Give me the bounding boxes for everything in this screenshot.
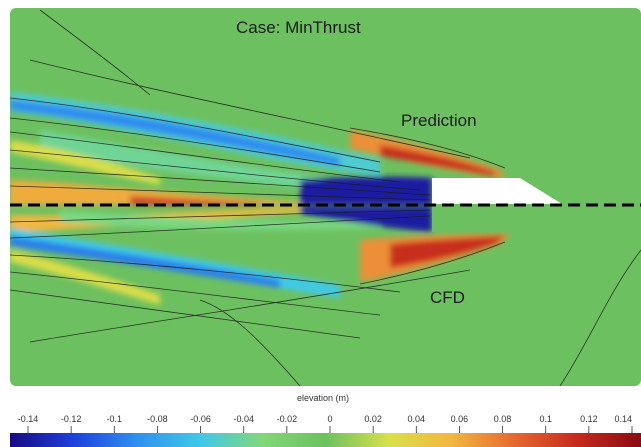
contour-line <box>10 185 431 201</box>
contour-line <box>10 97 381 163</box>
wake-top-band-yellow <box>10 140 160 185</box>
colorbar-tick-label: 0.02 <box>364 414 382 424</box>
contour-line <box>10 209 431 223</box>
wake-top-outer-deep <box>10 100 340 166</box>
colorbar-tick-label: -0.1 <box>107 414 123 424</box>
wake-top-center-yellow <box>10 180 300 205</box>
colorbar-tick-label: -0.02 <box>277 414 298 424</box>
colorbar-svg: -0.14 -0.12 -0.1 -0.08 -0.06 -0.04 -0.02 0 0.02 0… <box>10 414 641 447</box>
contour-line <box>29 59 471 159</box>
colorbar-tick-label: -0.12 <box>61 414 82 424</box>
contour-line <box>10 254 401 293</box>
colorbar-tick-label: -0.04 <box>233 414 254 424</box>
elevation-heatmap: Case: MinThrust Prediction CFD <box>10 8 641 386</box>
hull-cfd <box>432 206 520 232</box>
contour-line <box>199 299 301 386</box>
contour-line <box>10 131 401 183</box>
colorbar: elevation (m) -0.14 -0.12 -0.1 -0.08 -0.06 -0… <box>0 392 641 447</box>
contour-line <box>10 215 431 239</box>
contour-line <box>29 269 471 343</box>
contour-line <box>39 9 151 96</box>
contour-line <box>349 127 506 169</box>
case-title: Case: MinThrust <box>236 18 361 37</box>
colorbar-tick-label: -0.06 <box>190 414 211 424</box>
colorbar-tick-label: 0 <box>327 414 332 424</box>
contour-line <box>10 149 421 191</box>
wake-bottom-outer-deep <box>10 236 280 288</box>
contour-line <box>10 289 361 339</box>
colorbar-gradient <box>10 433 641 447</box>
contour-line <box>10 271 381 316</box>
heatmap-svg <box>10 8 641 386</box>
colorbar-tick-label: 0.1 <box>539 414 552 424</box>
wave-bottom-crest-red <box>390 236 505 268</box>
colorbar-title: elevation (m) <box>297 393 350 403</box>
colorbar-tick-label: 0.08 <box>494 414 512 424</box>
wake-bottom-band-yellow <box>10 250 160 305</box>
prediction-label: Prediction <box>401 111 477 130</box>
contour-line <box>359 241 506 285</box>
colorbar-tick-label: 0.12 <box>580 414 598 424</box>
colorbar-tick-label: -0.14 <box>18 414 39 424</box>
wake-top-center-red <box>130 196 260 205</box>
hull-prediction <box>432 178 562 204</box>
colorbar-tick-label: 0.14 <box>614 414 632 424</box>
colorbar-tick-label: 0.04 <box>408 414 426 424</box>
colorbar-tick-label: -0.08 <box>147 414 168 424</box>
contour-line <box>10 117 381 173</box>
cfd-label: CFD <box>430 288 465 307</box>
wave-top-crest-red <box>380 145 495 176</box>
contour-line <box>10 167 431 196</box>
contour-line <box>559 249 641 386</box>
wake-bottom-inner-blue <box>60 210 380 230</box>
colorbar-tick-label: 0.06 <box>451 414 469 424</box>
